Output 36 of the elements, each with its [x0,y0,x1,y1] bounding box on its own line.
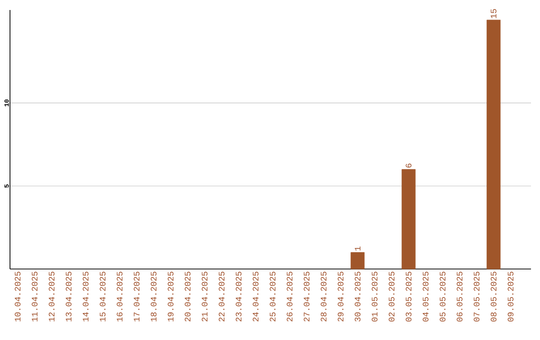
x-tick-label: 05.05.2025 [440,272,446,322]
x-tick-label: 01.05.2025 [372,272,378,322]
bar [402,169,416,270]
x-tick-label: 22.04.2025 [218,272,224,322]
data-label: 15 [490,9,496,18]
x-tick-label: 16.04.2025 [116,272,123,322]
x-tick-label: 14.04.2025 [82,272,89,322]
x-tick-label: 04.05.2025 [422,272,428,322]
x-tick-label: 07.05.2025 [474,272,480,322]
x-tick-label: 29.04.2025 [338,272,344,322]
bar [350,252,365,270]
x-tick-label: 08.05.2025 [490,272,496,322]
x-tick-label: 19.04.2025 [168,272,174,322]
x-tick-label: 25.04.2025 [270,272,276,322]
x-tick-label: 18.04.2025 [150,272,157,322]
x-tick-label: 11.04.2025 [32,272,38,322]
x-tick-label: 20.04.2025 [184,272,191,322]
x-tick-label: 17.04.2025 [134,272,140,322]
x-tick-label: 30.04.2025 [354,272,360,322]
x-tick-label: 24.04.2025 [252,272,258,322]
x-tick-label: 21.04.2025 [202,272,208,322]
x-tick-label: 02.05.2025 [388,272,394,322]
x-tick-label: 28.04.2025 [320,272,326,322]
x-tick-label: 09.05.2025 [508,272,514,322]
bar [486,20,501,270]
x-tick-label: 15.04.2025 [100,272,106,322]
x-tick-label: 06.05.2025 [456,272,462,322]
x-tick-label: 23.04.2025 [236,272,242,322]
x-tick-label: 26.04.2025 [286,272,292,322]
x-tick-label: 03.05.2025 [406,272,412,322]
x-tick-label: 13.04.2025 [66,272,72,322]
x-tick-label: 27.04.2025 [304,272,310,322]
x-tick-label: 10.04.2025 [14,272,21,322]
x-tick-label: 12.04.2025 [48,272,55,322]
data-label: 6 [406,164,412,168]
data-label: 1 [354,246,360,251]
